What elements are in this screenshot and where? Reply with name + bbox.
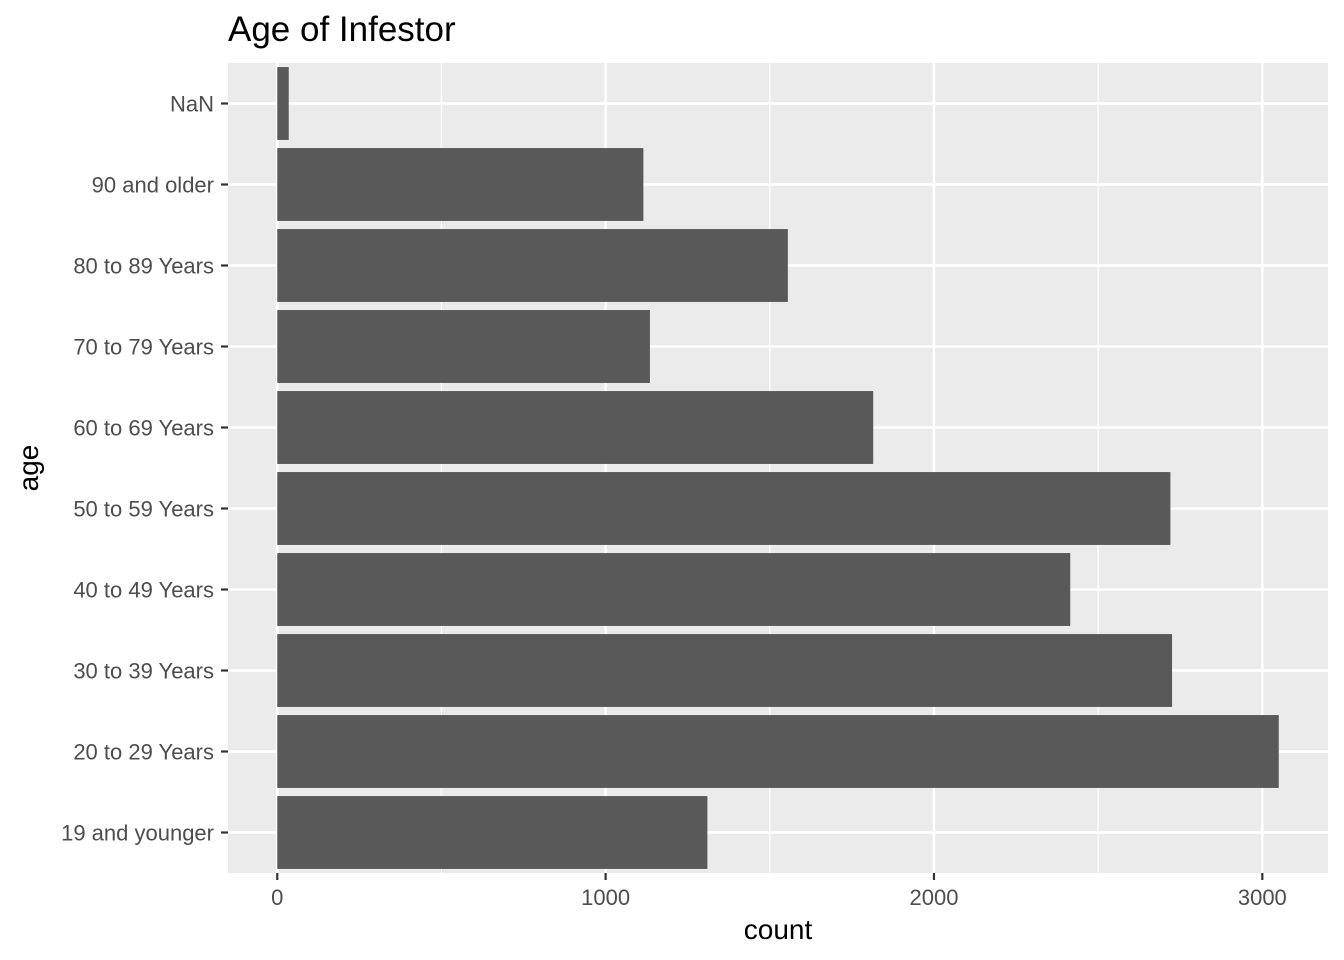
bar xyxy=(277,553,1071,626)
bar xyxy=(277,634,1173,707)
y-tick-label: 80 to 89 Years xyxy=(73,254,214,279)
x-tick-label: 0 xyxy=(271,885,283,910)
x-tick-label: 1000 xyxy=(581,885,630,910)
chart-title: Age of Infestor xyxy=(228,10,456,49)
x-tick-label: 3000 xyxy=(1238,885,1287,910)
x-tick-label: 2000 xyxy=(909,885,958,910)
bar xyxy=(277,796,708,869)
y-tick-label: 20 to 29 Years xyxy=(73,740,214,765)
y-tick-label: 70 to 79 Years xyxy=(73,335,214,360)
y-tick-label: 90 and older xyxy=(92,173,214,198)
bar xyxy=(277,310,650,383)
x-axis-title: count xyxy=(744,914,813,945)
bar xyxy=(277,715,1279,788)
y-tick-label: NaN xyxy=(170,92,214,117)
bar xyxy=(277,67,289,140)
bar xyxy=(277,148,644,221)
y-tick-label: 60 to 69 Years xyxy=(73,416,214,441)
bar xyxy=(277,391,874,464)
y-axis-ticks: 19 and younger 20 to 29 Years 30 to 39 Yea… xyxy=(61,92,228,846)
y-tick-label: 40 to 49 Years xyxy=(73,578,214,603)
bars xyxy=(277,67,1279,869)
y-tick-label: 50 to 59 Years xyxy=(73,497,214,522)
bar xyxy=(277,472,1171,545)
x-axis-ticks: 0 1000 2000 3000 xyxy=(271,873,1287,910)
y-tick-label: 30 to 39 Years xyxy=(73,659,214,684)
y-axis-title: age xyxy=(13,445,44,492)
y-tick-label: 19 and younger xyxy=(61,821,214,846)
bar xyxy=(277,229,788,302)
